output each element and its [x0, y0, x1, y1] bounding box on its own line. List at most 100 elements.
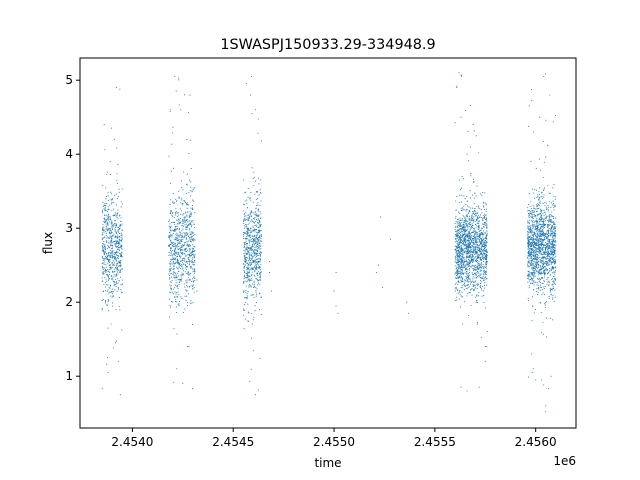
data-point [175, 252, 178, 254]
data-point [112, 260, 114, 262]
data-point [246, 207, 248, 209]
data-point [116, 267, 118, 270]
data-point [461, 287, 463, 289]
data-point [188, 286, 190, 288]
data-point [485, 278, 487, 280]
data-point [532, 254, 534, 256]
data-point [176, 239, 178, 241]
data-point [469, 229, 471, 231]
data-point [540, 286, 542, 288]
data-point [477, 207, 479, 209]
data-point [461, 256, 463, 258]
data-point [469, 220, 471, 222]
data-point [181, 263, 183, 266]
data-point [461, 194, 463, 196]
data-point [551, 226, 553, 228]
data-point [554, 239, 556, 242]
data-point [254, 247, 256, 249]
data-point [535, 167, 537, 170]
data-point [174, 230, 176, 232]
data-point [469, 274, 471, 276]
data-point [544, 304, 546, 306]
data-point [102, 226, 104, 228]
data-point [538, 230, 540, 233]
data-point [457, 244, 459, 247]
data-point [177, 212, 179, 214]
data-point [170, 170, 172, 172]
data-point [530, 249, 532, 251]
data-point [117, 278, 119, 280]
data-point [486, 230, 488, 232]
data-point [258, 273, 261, 275]
data-point [178, 294, 180, 296]
data-point [530, 215, 532, 217]
data-point [477, 225, 479, 227]
data-point [548, 242, 550, 244]
data-point [121, 268, 123, 270]
data-point [547, 255, 549, 257]
data-point [478, 230, 480, 233]
data-point [473, 216, 475, 218]
data-point [458, 236, 460, 238]
data-point [243, 225, 245, 227]
data-point [462, 222, 464, 224]
data-point [101, 388, 103, 390]
data-point [550, 206, 552, 208]
data-point [251, 271, 253, 273]
data-point [191, 239, 193, 241]
data-point [551, 239, 553, 241]
data-point [541, 197, 543, 199]
data-point [471, 241, 473, 243]
data-point [463, 266, 465, 268]
data-point [111, 293, 114, 295]
data-point [538, 204, 540, 207]
data-point [480, 234, 482, 236]
data-point [112, 270, 114, 272]
data-point [547, 250, 549, 252]
data-point [254, 225, 256, 227]
data-point [244, 232, 246, 234]
data-point [258, 245, 260, 247]
data-point [102, 268, 104, 270]
data-point [118, 243, 120, 245]
data-point [118, 232, 120, 234]
data-point [248, 220, 250, 222]
data-point [529, 247, 531, 249]
data-point [180, 278, 182, 280]
data-point [542, 254, 544, 256]
data-point [477, 272, 479, 274]
data-point [185, 227, 188, 229]
data-point [483, 242, 485, 244]
data-point [548, 282, 550, 284]
data-point [112, 271, 114, 274]
data-point [171, 244, 174, 246]
data-point [484, 259, 486, 261]
data-point [107, 274, 109, 276]
data-point [461, 75, 463, 77]
data-point [470, 248, 472, 250]
data-point [251, 245, 253, 247]
data-point [181, 222, 183, 224]
data-point [476, 269, 478, 271]
data-point [168, 274, 171, 276]
data-point [194, 269, 196, 271]
data-point [473, 273, 475, 276]
data-point [535, 264, 537, 266]
data-point [532, 219, 534, 221]
data-point [175, 229, 177, 231]
data-point [258, 221, 260, 223]
data-point [257, 278, 259, 280]
data-point [463, 262, 465, 264]
data-point [244, 243, 246, 245]
data-point [110, 232, 112, 234]
data-point [189, 94, 191, 96]
data-point [537, 234, 539, 236]
data-point [472, 239, 475, 241]
data-point [456, 195, 458, 197]
data-point [529, 272, 531, 274]
data-point [106, 304, 108, 306]
data-point [472, 286, 474, 288]
data-point [169, 263, 171, 265]
data-point [176, 244, 178, 246]
data-point [533, 274, 535, 276]
